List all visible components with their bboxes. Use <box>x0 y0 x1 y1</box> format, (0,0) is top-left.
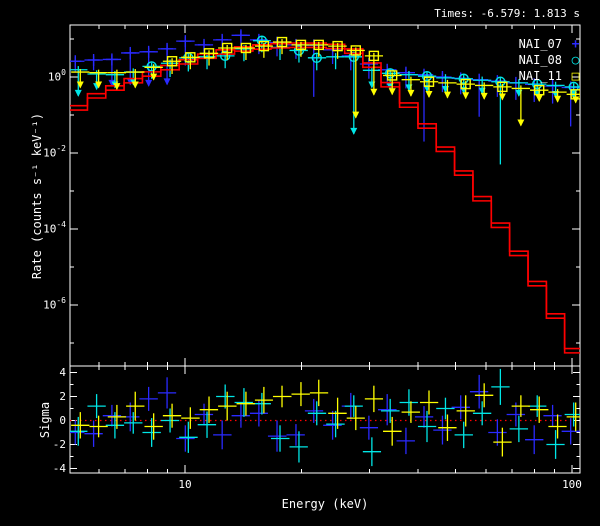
legend-entry-nai11: NAI_11 □ <box>519 69 582 83</box>
legend-label: NAI_07 <box>518 37 562 51</box>
square-marker-icon: □ <box>571 68 580 84</box>
legend-label: NAI_08 <box>518 53 562 67</box>
rate-axis-title: Rate (counts s⁻¹ keV⁻¹) <box>30 112 44 280</box>
legend-label: NAI_11 <box>518 69 562 83</box>
time-interval-label: Times: -6.579: 1.813 s <box>434 7 580 20</box>
rate-tick-label: 10-2 <box>43 144 66 160</box>
energy-tick-label: 10 <box>178 478 192 491</box>
energy-tick-label: 100 <box>562 478 582 491</box>
rate-tick-label: 10-6 <box>43 296 66 312</box>
sigma-tick-label: -4 <box>52 461 66 475</box>
rate-tick-label: 10-4 <box>43 220 66 236</box>
sigma-tick-label: -2 <box>52 437 66 451</box>
legend-entry-nai07: NAI_07 + <box>519 37 582 51</box>
legend-entry-nai08: NAI_08 ○ <box>519 53 582 67</box>
circle-marker-icon: ○ <box>571 52 580 68</box>
sigma-tick-label: 4 <box>59 365 66 379</box>
energy-axis-title: Energy (keV) <box>281 497 369 511</box>
sigma-tick-label: 2 <box>59 389 66 403</box>
sigma-tick-label: 0 <box>59 413 66 427</box>
detector-legend: NAI_07 + NAI_08 ○ NAI_11 □ <box>519 37 582 83</box>
rate-tick-label: 100 <box>47 68 66 84</box>
plus-marker-icon: + <box>571 36 580 52</box>
